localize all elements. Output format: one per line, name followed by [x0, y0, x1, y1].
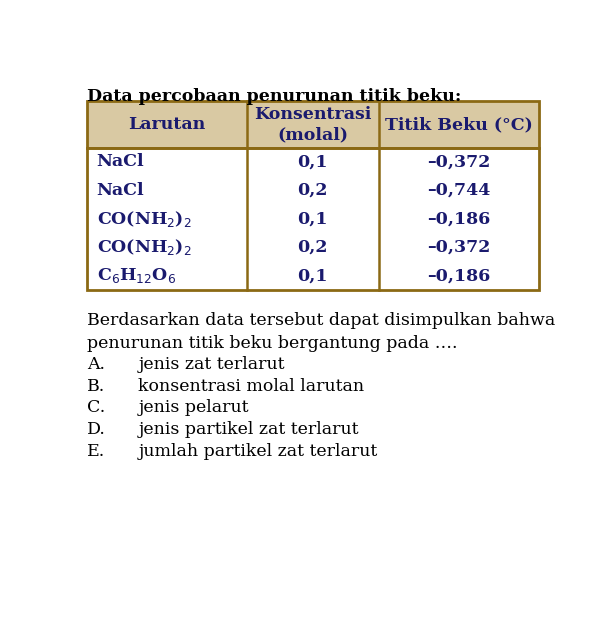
Text: 0,1: 0,1	[298, 211, 328, 227]
Text: 0,2: 0,2	[298, 239, 328, 256]
Text: B.: B.	[87, 378, 106, 395]
Text: –0,186: –0,186	[427, 268, 491, 284]
Text: –0,372: –0,372	[427, 153, 491, 170]
Text: 0,1: 0,1	[298, 268, 328, 284]
Text: jenis pelarut: jenis pelarut	[138, 399, 249, 417]
Bar	[87, 148, 539, 290]
Text: 0,1: 0,1	[298, 153, 328, 170]
Text: Larutan: Larutan	[128, 116, 206, 133]
Text: 0,2: 0,2	[298, 182, 328, 199]
Bar	[87, 101, 539, 148]
Text: Data percobaan penurunan titik beku:: Data percobaan penurunan titik beku:	[87, 88, 461, 106]
Text: CO(NH$_2$)$_2$: CO(NH$_2$)$_2$	[97, 237, 191, 257]
Text: Berdasarkan data tersebut dapat disimpulkan bahwa
penurunan titik beku bergantun: Berdasarkan data tersebut dapat disimpul…	[87, 312, 555, 352]
Text: Titik Beku (°C): Titik Beku (°C)	[385, 116, 533, 133]
Text: jenis partikel zat terlarut: jenis partikel zat terlarut	[138, 421, 359, 438]
Text: D.: D.	[87, 421, 106, 438]
Text: –0,744: –0,744	[427, 182, 491, 199]
Text: E.: E.	[87, 443, 106, 460]
Text: CO(NH$_2$)$_2$: CO(NH$_2$)$_2$	[97, 209, 191, 229]
Text: jumlah partikel zat terlarut: jumlah partikel zat terlarut	[138, 443, 378, 460]
Text: A.: A.	[87, 356, 105, 373]
Text: –0,372: –0,372	[427, 239, 491, 256]
Text: jenis zat terlarut: jenis zat terlarut	[138, 356, 285, 373]
Text: NaCl: NaCl	[97, 153, 144, 170]
Text: C$_6$H$_{12}$O$_6$: C$_6$H$_{12}$O$_6$	[97, 266, 175, 286]
Text: konsentrasi molal larutan: konsentrasi molal larutan	[138, 378, 365, 395]
Text: –0,186: –0,186	[427, 211, 491, 227]
Text: NaCl: NaCl	[97, 182, 144, 199]
Text: Konsentrasi
(molal): Konsentrasi (molal)	[254, 106, 371, 143]
Text: C.: C.	[87, 399, 106, 417]
